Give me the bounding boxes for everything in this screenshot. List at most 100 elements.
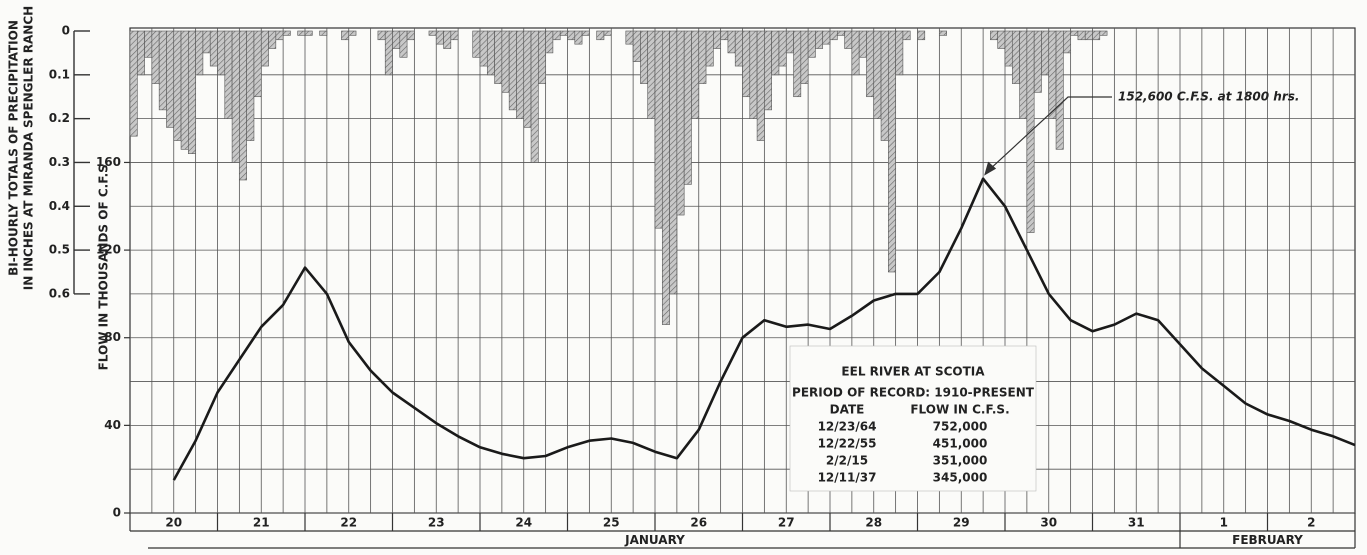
precip-tick-label: 0.1 — [49, 67, 70, 81]
record-cell: 345,000 — [933, 471, 988, 485]
precip-bar — [939, 30, 947, 36]
day-label: 29 — [953, 516, 970, 530]
precip-bar — [538, 30, 546, 84]
precip-bar — [691, 30, 700, 119]
y-tick-label: 40 — [104, 418, 121, 432]
precip-bar — [435, 30, 444, 45]
precip-bar — [836, 30, 845, 36]
precip-bar — [1004, 30, 1013, 67]
precip-bar — [785, 30, 794, 54]
precip-bar — [260, 30, 269, 67]
precip-bar — [669, 30, 678, 295]
precip-bar — [144, 30, 153, 58]
record-cell: 451,000 — [933, 437, 988, 451]
precip-tick-label: 0.4 — [49, 199, 70, 213]
precip-bar — [807, 30, 816, 58]
precip-bar — [749, 30, 758, 119]
day-label: 2 — [1307, 516, 1315, 530]
precip-bar — [917, 30, 926, 41]
precip-bar — [815, 30, 824, 49]
precip-bar — [180, 30, 189, 150]
annotation-leader — [985, 96, 1112, 174]
precip-bar — [516, 30, 525, 119]
precip-bar — [523, 30, 532, 128]
precip-bar — [661, 30, 670, 325]
precip-bar — [268, 30, 277, 49]
precip-bar — [304, 30, 313, 36]
record-cell: 12/23/64 — [818, 420, 877, 434]
precip-bar — [151, 30, 160, 84]
y-tick-label: 120 — [96, 243, 121, 257]
precip-bar — [603, 30, 612, 36]
precip-bar — [224, 30, 233, 119]
month-label: JANUARY — [624, 533, 685, 547]
precip-bar — [902, 30, 911, 41]
precip-bar — [494, 30, 503, 84]
record-subtitle: PERIOD OF RECORD: 1910-PRESENT — [792, 386, 1035, 400]
annotation: 152,600 C.F.S. at 1800 hrs. — [1118, 90, 1299, 104]
precip-bar — [1077, 30, 1086, 41]
record-cell: 2/2/15 — [826, 454, 868, 468]
precip-bar — [195, 30, 204, 76]
precip-bar — [778, 30, 787, 67]
precip-bar — [858, 30, 867, 58]
day-label: 27 — [778, 516, 795, 530]
precip-bar — [158, 30, 167, 111]
precip-bar — [844, 30, 853, 49]
record-column-header: DATE — [830, 403, 865, 417]
precip-bar — [508, 30, 517, 111]
precip-bar — [734, 30, 743, 67]
precip-bar — [486, 30, 495, 76]
precip-bar — [1048, 30, 1057, 119]
day-label: 28 — [865, 516, 882, 530]
day-label: 21 — [253, 516, 270, 530]
precip-bar — [880, 30, 889, 141]
precip-bar — [136, 30, 145, 76]
precip-bar — [888, 30, 896, 273]
precip-bar — [1033, 30, 1042, 93]
precip-bar — [559, 30, 568, 36]
precip-bar — [632, 30, 641, 62]
precip-bar — [895, 30, 904, 76]
precip-bar — [1019, 30, 1028, 119]
precip-bar — [990, 30, 999, 41]
precip-bar — [501, 30, 510, 93]
precip-bar — [217, 30, 226, 76]
precip-bar — [129, 30, 138, 137]
precip-bar — [384, 30, 393, 76]
precip-bar — [1041, 30, 1050, 76]
precip-bar — [479, 30, 488, 67]
precip-bar — [1084, 30, 1093, 41]
annotation-arrowhead — [984, 161, 997, 176]
precip-axis-label: IN INCHES AT MIRANDA SPENGLER RANCH — [22, 6, 36, 290]
day-label: 23 — [428, 516, 445, 530]
precip-bar — [640, 30, 649, 84]
precip-bar — [530, 30, 539, 163]
precip-bar — [997, 30, 1006, 49]
precip-tick-label: 0.3 — [49, 155, 70, 169]
precip-bar — [1070, 30, 1079, 36]
precip-bar — [698, 30, 707, 84]
precip-bar — [822, 30, 831, 45]
flow-line — [172, 177, 1356, 481]
precip-bar — [392, 30, 401, 49]
record-cell: 12/11/37 — [818, 471, 877, 485]
precip-bar — [647, 30, 656, 119]
precip-bar — [472, 30, 481, 58]
precip-bar — [552, 30, 561, 41]
precip-bar — [625, 30, 634, 45]
precip-bar — [450, 30, 459, 41]
record-title: EEL RIVER AT SCOTIA — [841, 365, 985, 379]
month-label: FEBRUARY — [1232, 533, 1303, 547]
record-cell: 351,000 — [933, 454, 988, 468]
day-label: 22 — [340, 516, 357, 530]
precip-bar — [873, 30, 882, 119]
day-label: 20 — [165, 516, 182, 530]
precip-axis-label: BI-HOURLY TOTALS OF PRECIPITATION — [7, 20, 21, 276]
precip-bar — [683, 30, 692, 185]
record-column-header: FLOW IN C.F.S. — [910, 403, 1009, 417]
precip-bar — [596, 30, 605, 41]
precip-bar — [705, 30, 714, 67]
precip-bar — [720, 30, 729, 41]
